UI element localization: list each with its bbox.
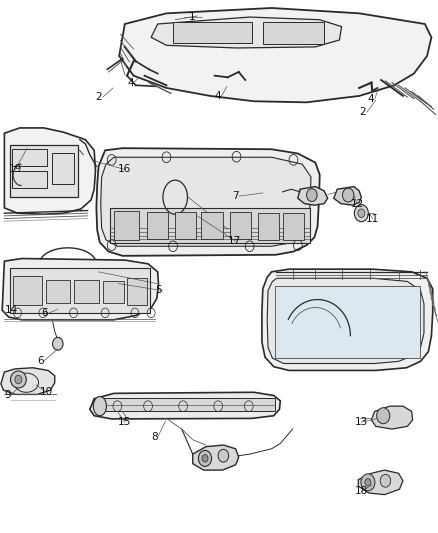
Polygon shape (193, 445, 239, 470)
Polygon shape (262, 269, 433, 370)
Ellipse shape (93, 397, 106, 416)
Text: 6: 6 (42, 309, 48, 318)
Bar (13, 276, 42, 305)
Ellipse shape (218, 449, 229, 462)
Ellipse shape (354, 205, 368, 222)
Ellipse shape (11, 371, 26, 388)
Ellipse shape (365, 479, 371, 486)
Text: 17: 17 (228, 236, 241, 246)
Bar (103, 281, 124, 303)
Bar (147, 212, 168, 239)
Polygon shape (371, 406, 413, 429)
Text: 12: 12 (350, 199, 364, 208)
Polygon shape (267, 278, 424, 364)
Text: 2: 2 (359, 107, 366, 117)
Polygon shape (4, 128, 95, 214)
Bar (10, 268, 150, 313)
Bar (74, 280, 99, 303)
Text: 6: 6 (37, 356, 44, 366)
Polygon shape (101, 157, 311, 246)
Ellipse shape (307, 189, 317, 201)
Text: 11: 11 (366, 214, 379, 223)
Polygon shape (298, 187, 328, 205)
Bar (46, 280, 70, 303)
Text: 14: 14 (4, 305, 18, 315)
Text: 13: 13 (355, 417, 368, 427)
Bar (175, 212, 196, 239)
Polygon shape (358, 470, 403, 495)
Text: 18: 18 (355, 487, 368, 496)
Text: 19: 19 (9, 165, 22, 174)
Bar (110, 208, 310, 243)
Text: 15: 15 (118, 417, 131, 427)
Polygon shape (90, 392, 280, 419)
Ellipse shape (198, 450, 212, 466)
Ellipse shape (377, 408, 390, 424)
Ellipse shape (53, 337, 63, 350)
Text: 8: 8 (151, 432, 158, 442)
Bar (258, 213, 279, 240)
Bar (263, 22, 324, 44)
Text: 4: 4 (368, 94, 374, 103)
Bar (127, 278, 147, 305)
Bar (10, 145, 78, 197)
Polygon shape (2, 259, 159, 320)
Text: 1: 1 (188, 12, 195, 22)
Text: 16: 16 (118, 165, 131, 174)
Bar (12, 149, 47, 166)
Bar (283, 213, 304, 240)
Bar (230, 212, 251, 239)
Ellipse shape (202, 455, 208, 462)
Bar (173, 22, 252, 43)
Polygon shape (96, 148, 320, 256)
Text: 10: 10 (39, 387, 53, 397)
Text: 7: 7 (232, 191, 239, 201)
Text: 9: 9 (4, 391, 11, 400)
Bar (114, 211, 139, 240)
Ellipse shape (343, 188, 354, 202)
Ellipse shape (15, 375, 22, 384)
Text: 4: 4 (127, 78, 134, 87)
Ellipse shape (380, 474, 391, 487)
Polygon shape (151, 17, 342, 48)
Bar (275, 286, 420, 358)
Ellipse shape (361, 474, 375, 491)
Bar (99, 398, 275, 411)
Text: 5: 5 (155, 286, 162, 295)
Bar (52, 153, 74, 184)
Polygon shape (119, 8, 431, 102)
Text: 2: 2 (95, 92, 102, 102)
Polygon shape (334, 187, 361, 205)
Polygon shape (1, 368, 55, 394)
Ellipse shape (358, 209, 365, 217)
Text: 4: 4 (215, 91, 221, 101)
Bar (201, 212, 223, 239)
Bar (12, 171, 47, 188)
